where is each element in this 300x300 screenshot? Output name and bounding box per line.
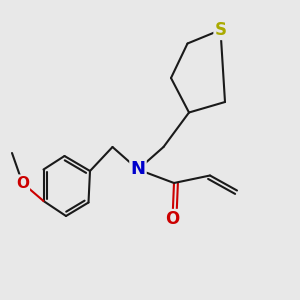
Text: O: O	[16, 176, 29, 190]
Text: S: S	[214, 21, 226, 39]
Text: N: N	[130, 160, 146, 178]
Text: O: O	[165, 210, 180, 228]
